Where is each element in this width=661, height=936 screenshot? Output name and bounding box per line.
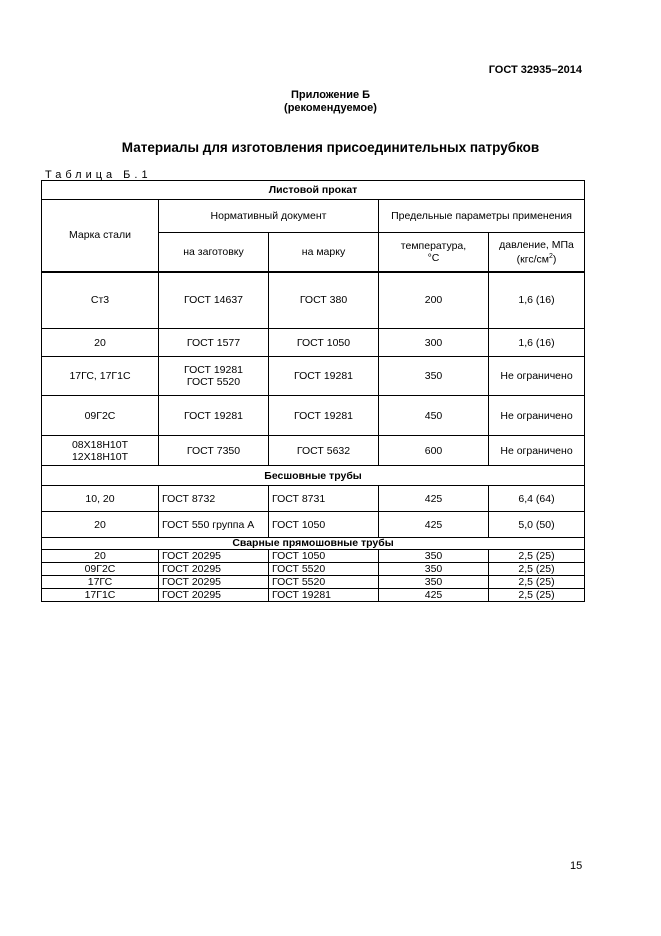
cell-temperature: 350 <box>378 575 489 589</box>
table-row: 09Г2С ГОСТ 20295 ГОСТ 5520 350 2,5 (25) <box>41 562 586 576</box>
section-title: Листовой прокат <box>40 180 586 200</box>
cell-grade: 20 <box>41 549 159 563</box>
cell-grade-doc: ГОСТ 1050 <box>268 511 379 538</box>
header-grade-doc: на марку <box>268 232 379 273</box>
table-label: Таблица Б.1 <box>45 169 152 181</box>
page-title: Материалы для изготовления присоединител… <box>121 140 540 155</box>
cell-grade: 20 <box>41 511 159 538</box>
cell-pressure: 2,5 (25) <box>487 575 586 589</box>
cell-grade: 10, 20 <box>41 485 159 512</box>
cell-grade: 09Г2С <box>41 562 159 576</box>
cell-grade-doc: ГОСТ 5632 <box>268 435 379 466</box>
header-normdoc: Нормативный документ <box>158 199 379 233</box>
appendix-heading: Приложение Б (рекомендуемое) <box>0 89 661 115</box>
cell-pressure: 1,6 (16) <box>487 328 586 357</box>
table-row: 10, 20 ГОСТ 8732 ГОСТ 8731 425 6,4 (64) <box>41 485 586 512</box>
table-row: 09Г2С ГОСТ 19281 ГОСТ 19281 450 Не ограничен… <box>41 395 586 436</box>
cell-grade-doc: ГОСТ 1050 <box>268 549 379 563</box>
pressure-label: давление, МПа <box>499 238 574 251</box>
cell-pressure: Не ограничено <box>487 435 586 466</box>
table-row: 17Г1С ГОСТ 20295 ГОСТ 19281 425 2,5 (25) <box>41 588 586 602</box>
cell-temperature: 425 <box>378 511 489 538</box>
table-row: Ст3 ГОСТ 14637 ГОСТ 380 200 1,6 (16) <box>41 271 586 329</box>
section-row: Сварные прямошовные трубы <box>40 537 586 550</box>
cell-grade-doc: ГОСТ 19281 <box>268 356 379 396</box>
cell-grade-doc: ГОСТ 19281 <box>268 588 379 602</box>
table-row: 08Х18Н10Т 12Х18Н10Т ГОСТ 7350 ГОСТ 5632 600… <box>41 435 586 466</box>
cell-grade: 08Х18Н10Т 12Х18Н10Т <box>41 435 159 466</box>
pressure-unit-close: ) <box>552 253 557 265</box>
cell-grade-doc: ГОСТ 380 <box>268 271 379 329</box>
cell-pressure: Не ограничено <box>487 395 586 436</box>
cell-temperature: 425 <box>378 588 489 602</box>
cell-blank-doc: ГОСТ 20295 <box>158 575 269 589</box>
cell-grade: 09Г2С <box>41 395 159 436</box>
cell-pressure: 6,4 (64) <box>487 485 586 512</box>
section-row: Бесшовные трубы <box>40 465 586 486</box>
cell-blank-doc: ГОСТ 8732 <box>158 485 269 512</box>
cell-grade-doc: ГОСТ 5520 <box>268 562 379 576</box>
cell-blank-doc: ГОСТ 550 группа А <box>158 511 269 538</box>
cell-temperature: 450 <box>378 395 489 436</box>
header-limits: Предельные параметры применения <box>377 199 586 233</box>
cell-grade: 17ГС <box>41 575 159 589</box>
cell-grade-doc: ГОСТ 5520 <box>268 575 379 589</box>
table-row: 20 ГОСТ 550 группа А ГОСТ 1050 425 5,0 (50) <box>41 511 586 538</box>
page-number: 15 <box>570 860 583 872</box>
pressure-unit-sup: 2 <box>548 252 553 260</box>
appendix-status: (рекомендуемое) <box>284 102 377 114</box>
cell-grade: 17Г1С <box>41 588 159 602</box>
section-title: Сварные прямошовные трубы <box>40 537 586 550</box>
temp-unit: °С <box>427 251 440 264</box>
cell-blank-doc: ГОСТ 14637 <box>158 271 269 329</box>
cell-grade-doc: ГОСТ 19281 <box>268 395 379 436</box>
table-row: 20 ГОСТ 20295 ГОСТ 1050 350 2,5 (25) <box>41 549 586 563</box>
pressure-unit: (кгс/см <box>516 253 549 265</box>
cell-temperature: 350 <box>378 549 489 563</box>
header-temperature: температура, °С <box>378 232 489 273</box>
cell-temperature: 200 <box>378 271 489 329</box>
cell-temperature: 350 <box>378 562 489 576</box>
cell-blank-doc: ГОСТ 19281 ГОСТ 5520 <box>158 356 269 396</box>
cell-pressure: 1,6 (16) <box>487 271 586 329</box>
cell-grade-doc: ГОСТ 8731 <box>268 485 379 512</box>
cell-blank-doc: ГОСТ 19281 <box>158 395 269 436</box>
cell-blank-doc: ГОСТ 20295 <box>158 549 269 563</box>
header-blank: на заготовку <box>158 232 269 273</box>
materials-table: Листовой прокат Марка стали Нормативный … <box>40 180 586 602</box>
header-pressure: давление, МПа (кгс/см2) <box>487 232 586 273</box>
cell-grade: 20 <box>41 328 159 357</box>
cell-pressure: Не ограничено <box>487 356 586 396</box>
temp-label: температура, <box>400 239 467 252</box>
appendix-title: Приложение Б <box>290 89 371 101</box>
cell-blank-doc: ГОСТ 20295 <box>158 562 269 576</box>
cell-blank-doc: ГОСТ 7350 <box>158 435 269 466</box>
table-row: 17ГС ГОСТ 20295 ГОСТ 5520 350 2,5 (25) <box>41 575 586 589</box>
section-title: Бесшовные трубы <box>40 465 586 486</box>
cell-temperature: 300 <box>378 328 489 357</box>
cell-temperature: 600 <box>378 435 489 466</box>
standard-number: ГОСТ 32935–2014 <box>488 64 582 76</box>
cell-temperature: 425 <box>378 485 489 512</box>
cell-pressure: 2,5 (25) <box>487 549 586 563</box>
cell-grade: Ст3 <box>41 271 159 329</box>
table-row: 17ГС, 17Г1С ГОСТ 19281 ГОСТ 5520 ГОСТ 1928… <box>41 356 586 396</box>
cell-blank-doc: ГОСТ 20295 <box>158 588 269 602</box>
cell-pressure: 5,0 (50) <box>487 511 586 538</box>
table-row: 20 ГОСТ 1577 ГОСТ 1050 300 1,6 (16) <box>41 328 586 357</box>
cell-grade-doc: ГОСТ 1050 <box>268 328 379 357</box>
cell-grade: 17ГС, 17Г1С <box>41 356 159 396</box>
header-grade: Марка стали <box>41 199 159 273</box>
cell-temperature: 350 <box>378 356 489 396</box>
cell-pressure: 2,5 (25) <box>487 562 586 576</box>
cell-pressure: 2,5 (25) <box>487 588 586 602</box>
cell-blank-doc: ГОСТ 1577 <box>158 328 269 357</box>
